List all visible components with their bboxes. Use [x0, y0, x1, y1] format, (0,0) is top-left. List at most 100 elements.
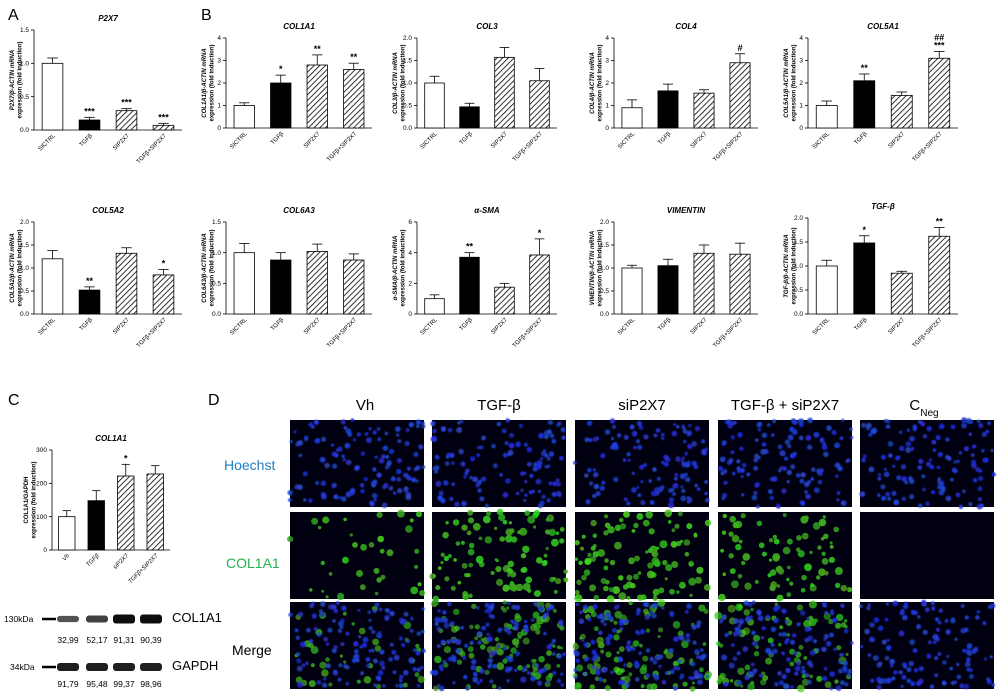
bar — [815, 265, 838, 315]
col1a1-signal — [728, 531, 734, 537]
nucleus — [664, 671, 669, 676]
col1a1-signal — [505, 535, 513, 543]
nucleus — [489, 603, 495, 608]
nucleus — [849, 435, 854, 440]
nucleus — [686, 603, 692, 609]
col1a1-signal — [410, 586, 419, 595]
y-tick-label: 0 — [217, 125, 221, 132]
y-tick-label: 4 — [408, 250, 412, 257]
nucleus — [951, 467, 957, 473]
nucleus — [555, 478, 560, 482]
nucleus — [496, 421, 502, 427]
nucleus — [381, 665, 386, 671]
nucleus — [942, 680, 947, 686]
nucleus — [721, 442, 725, 447]
nucleus — [451, 482, 456, 487]
col1a1-signal — [648, 528, 655, 535]
nucleus — [912, 424, 918, 430]
col1a1-signal — [609, 559, 616, 566]
nucleus — [526, 446, 533, 453]
nucleus — [805, 673, 810, 678]
nucleus — [950, 424, 956, 430]
chart-title: COL1A1 — [283, 22, 315, 31]
col1a1-signal — [589, 584, 597, 592]
nucleus — [784, 640, 789, 645]
col1a1-signal — [572, 643, 580, 650]
col1a1-signal — [342, 611, 347, 616]
nucleus — [591, 649, 597, 655]
nucleus — [966, 657, 971, 662]
nucleus — [367, 610, 372, 614]
col1a1-signal — [342, 556, 349, 564]
col1a1-signal — [437, 566, 442, 570]
nucleus — [287, 489, 294, 496]
nucleus — [343, 426, 348, 430]
panel-label-d: D — [208, 392, 220, 409]
col1a1-signal — [377, 535, 385, 543]
col1a1-signal — [415, 643, 420, 649]
nucleus — [420, 665, 424, 670]
gapdh-value-4: 98,96 — [140, 679, 162, 689]
col1a1-signal — [339, 654, 343, 658]
nucleus — [502, 492, 509, 498]
nucleus — [819, 437, 825, 443]
nucleus — [918, 458, 924, 464]
col1a1-signal — [466, 530, 472, 536]
x-tick-label: SICTRL — [812, 317, 832, 337]
y-axis-label-line2: expression (fold induction) — [32, 461, 38, 538]
nucleus — [978, 422, 984, 429]
chart-title: COL4 — [675, 22, 697, 31]
col1a1-signal — [604, 514, 609, 519]
col1a1-signal — [461, 562, 468, 569]
nucleus — [913, 668, 919, 673]
band-label-col1a1: COL1A1 — [172, 610, 222, 625]
nucleus — [644, 614, 651, 620]
micrograph-tile — [288, 601, 426, 690]
col1a1-signal — [786, 577, 790, 582]
nucleus — [841, 418, 845, 422]
col1a1-signal — [682, 681, 688, 687]
nucleus — [780, 451, 786, 457]
bar — [459, 106, 480, 129]
nucleus — [741, 463, 747, 468]
nucleus — [849, 427, 853, 432]
nucleus — [403, 670, 409, 676]
nucleus — [350, 418, 355, 422]
nucleus — [372, 609, 377, 613]
nucleus — [332, 670, 339, 676]
nucleus — [479, 668, 485, 674]
nucleus — [573, 460, 577, 465]
col1a1-signal — [645, 628, 651, 633]
nucleus — [862, 454, 867, 459]
nucleus — [860, 645, 864, 649]
nucleus — [584, 437, 590, 443]
nucleus — [521, 668, 526, 673]
col1a1-signal — [731, 534, 740, 543]
col1a1-signal — [379, 548, 385, 554]
nucleus — [315, 480, 320, 485]
nucleus — [640, 480, 644, 484]
nucleus — [442, 660, 447, 664]
nucleus — [735, 627, 741, 633]
nucleus — [557, 421, 562, 426]
x-tick-label: siP2X7 — [112, 553, 130, 571]
nucleus — [643, 434, 649, 440]
col1a1-signal — [647, 562, 654, 569]
nucleus — [430, 670, 435, 675]
nucleus — [929, 464, 935, 470]
nucleus — [917, 465, 923, 470]
nucleus — [538, 432, 544, 439]
nucleus — [699, 648, 704, 653]
nucleus — [697, 679, 703, 685]
band-gapdh — [140, 663, 162, 671]
y-tick-label: 2.0 — [20, 219, 29, 226]
nucleus — [294, 628, 299, 633]
nucleus — [619, 658, 623, 662]
col1a1-signal — [614, 541, 622, 550]
nucleus — [421, 648, 426, 654]
col1a1-signal — [453, 558, 457, 562]
nucleus — [701, 439, 706, 444]
col1a1-signal — [468, 542, 475, 549]
